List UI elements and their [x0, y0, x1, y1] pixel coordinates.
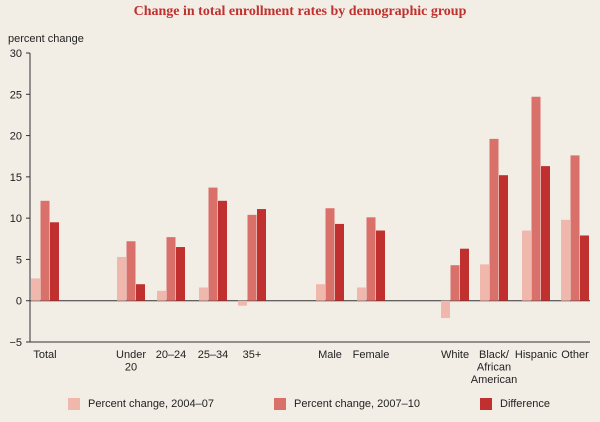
- bar-2-6: [366, 217, 376, 301]
- bar-3-1: [136, 284, 145, 301]
- bar-2-9: [531, 96, 541, 301]
- legend-label-2004-07: Percent change, 2004–07: [88, 398, 214, 410]
- category-label: American: [471, 374, 517, 386]
- bar-1-8: [480, 264, 489, 301]
- bar-1-6: [357, 287, 366, 301]
- legend-item-2007-10: Percent change, 2007–10: [274, 398, 420, 410]
- bar-1-1: [117, 256, 126, 301]
- bar-1-4: [238, 300, 247, 306]
- bar-3-5: [335, 223, 344, 301]
- legend-label-2007-10: Percent change, 2007–10: [294, 398, 420, 410]
- bar-2-5: [325, 208, 335, 301]
- bar-2-0: [40, 200, 50, 301]
- category-label: 35+: [243, 349, 262, 361]
- category-label: Total: [33, 349, 56, 361]
- y-tick-label: 15: [10, 172, 22, 184]
- category-label: Female: [353, 349, 390, 361]
- legend-swatch-2007-10: [274, 398, 286, 410]
- category-label: 25–34: [198, 349, 229, 361]
- category-label: 20: [125, 362, 137, 374]
- category-label: African: [477, 362, 511, 374]
- y-tick-label: 20: [10, 131, 22, 143]
- category-label: Male: [318, 349, 342, 361]
- bar-1-9: [522, 230, 531, 301]
- category-label: Other: [561, 349, 589, 361]
- y-tick-label: 5: [16, 254, 22, 266]
- bar-1-7: [441, 300, 450, 319]
- category-label: Black/: [479, 349, 510, 361]
- legend: Percent change, 2004–07 Percent change, …: [0, 398, 600, 414]
- chart-title: Change in total enrollment rates by demo…: [133, 4, 467, 19]
- y-tick-label: 25: [10, 89, 22, 101]
- bar-2-7: [450, 265, 460, 301]
- bar-3-4: [257, 209, 266, 301]
- category-label: Under: [116, 349, 146, 361]
- bar-3-8: [499, 175, 508, 301]
- legend-item-difference: Difference: [480, 398, 550, 410]
- bar-3-2: [176, 247, 185, 301]
- bar-3-3: [218, 200, 227, 301]
- bar-3-9: [541, 166, 550, 301]
- category-label: White: [441, 349, 469, 361]
- y-axis-label: percent change: [8, 33, 84, 45]
- bar-1-5: [316, 284, 325, 301]
- bar-2-3: [208, 187, 218, 301]
- legend-label-difference: Difference: [500, 398, 550, 410]
- bar-2-2: [166, 237, 176, 301]
- bar-2-1: [126, 241, 136, 301]
- bar-1-10: [561, 219, 570, 301]
- bar-2-8: [489, 138, 499, 301]
- legend-swatch-difference: [480, 398, 492, 410]
- legend-item-2004-07: Percent change, 2004–07: [68, 398, 214, 410]
- y-tick-label: 30: [10, 48, 22, 60]
- y-tick-label: 0: [16, 296, 22, 308]
- bar-3-10: [580, 235, 589, 301]
- legend-swatch-2004-07: [68, 398, 80, 410]
- bar-1-0: [31, 278, 40, 301]
- y-tick-label: −5: [9, 337, 22, 349]
- y-tick-label: 10: [10, 213, 22, 225]
- bar-3-0: [50, 222, 59, 301]
- bar-1-2: [157, 290, 166, 301]
- bar-2-10: [570, 155, 580, 301]
- bar-3-7: [460, 248, 469, 301]
- bar-2-4: [247, 214, 257, 301]
- category-label: Hispanic: [515, 349, 558, 361]
- category-label: 20–24: [156, 349, 187, 361]
- bar-1-3: [199, 287, 208, 301]
- bar-3-6: [376, 230, 385, 301]
